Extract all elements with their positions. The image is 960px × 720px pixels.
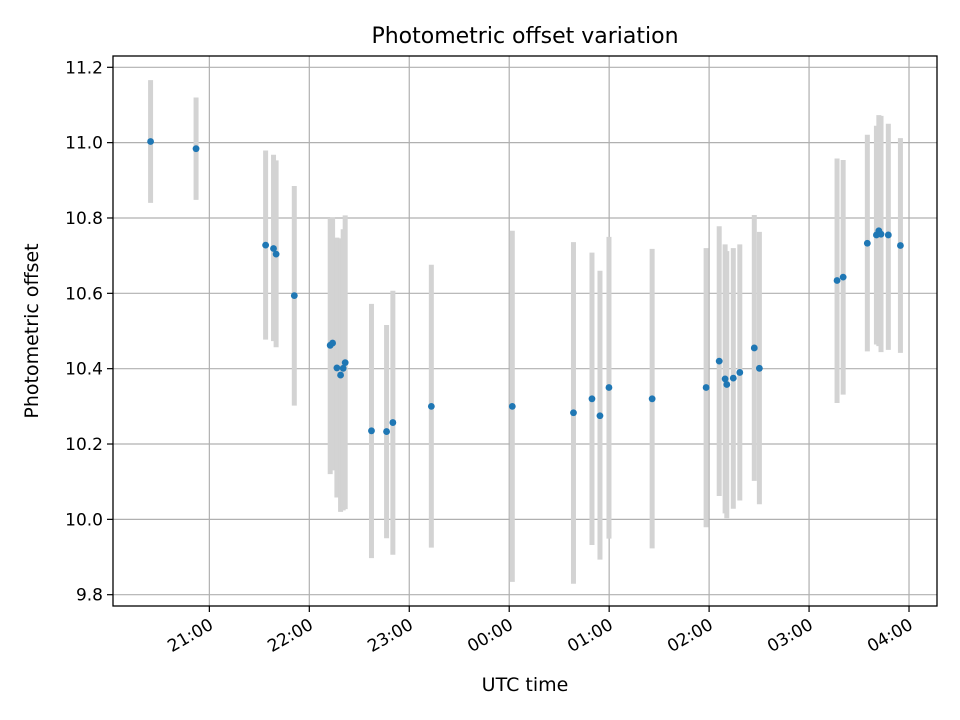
y-tick-label: 11.2 — [65, 58, 103, 78]
data-point — [272, 250, 280, 258]
data-point — [729, 374, 737, 382]
data-point — [337, 371, 344, 379]
x-axis-label: UTC time — [482, 674, 569, 696]
data-point — [750, 344, 758, 352]
errorbar-layer — [148, 80, 903, 584]
x-tick-label: 04:00 — [864, 615, 916, 657]
data-point — [755, 364, 763, 372]
x-tick-label: 23:00 — [364, 615, 416, 657]
data-point — [605, 384, 613, 391]
data-point — [833, 277, 841, 284]
grid-layer — [113, 56, 937, 606]
y-tick-label: 10.8 — [65, 209, 103, 229]
data-point — [290, 292, 298, 299]
y-tick-label: 10.2 — [65, 435, 103, 455]
x-tick-label: 03:00 — [764, 615, 816, 657]
data-point — [341, 359, 349, 367]
y-tick-label: 10.6 — [65, 284, 103, 304]
data-point-layer — [147, 138, 904, 435]
data-point — [192, 145, 200, 153]
y-tick-label: 9.8 — [76, 586, 103, 606]
data-point — [839, 273, 847, 281]
data-point — [333, 364, 341, 372]
data-point — [262, 241, 270, 249]
data-point — [702, 384, 710, 391]
data-point — [721, 375, 729, 383]
data-point — [339, 364, 347, 372]
data-point — [884, 231, 892, 239]
x-tick-label: 00:00 — [464, 615, 516, 657]
x-tick-label: 21:00 — [164, 615, 216, 657]
y-axis-label: Photometric offset — [21, 243, 43, 418]
data-point — [389, 419, 397, 426]
data-point — [147, 138, 154, 145]
y-tick-label: 10.4 — [65, 360, 103, 380]
data-point — [863, 239, 871, 247]
x-tick-label: 01:00 — [564, 615, 616, 657]
data-point — [715, 357, 723, 365]
data-point — [877, 230, 885, 238]
data-point — [329, 339, 336, 347]
data-point — [596, 412, 604, 420]
data-point — [570, 409, 577, 417]
data-point — [508, 402, 516, 410]
data-point — [736, 369, 744, 376]
data-point — [383, 428, 390, 435]
data-point — [427, 402, 435, 410]
data-point — [723, 381, 731, 388]
x-tick-label: 02:00 — [664, 615, 716, 657]
data-point — [588, 395, 596, 403]
data-point — [648, 395, 656, 403]
data-point — [270, 245, 277, 252]
chart-title: Photometric offset variation — [371, 24, 678, 49]
data-point — [897, 242, 904, 249]
x-tick-label: 22:00 — [264, 615, 316, 657]
y-tick-label: 10.0 — [65, 510, 103, 530]
plot-frame — [112, 55, 938, 607]
data-point — [368, 427, 375, 435]
y-tick-label: 11.0 — [65, 134, 103, 154]
